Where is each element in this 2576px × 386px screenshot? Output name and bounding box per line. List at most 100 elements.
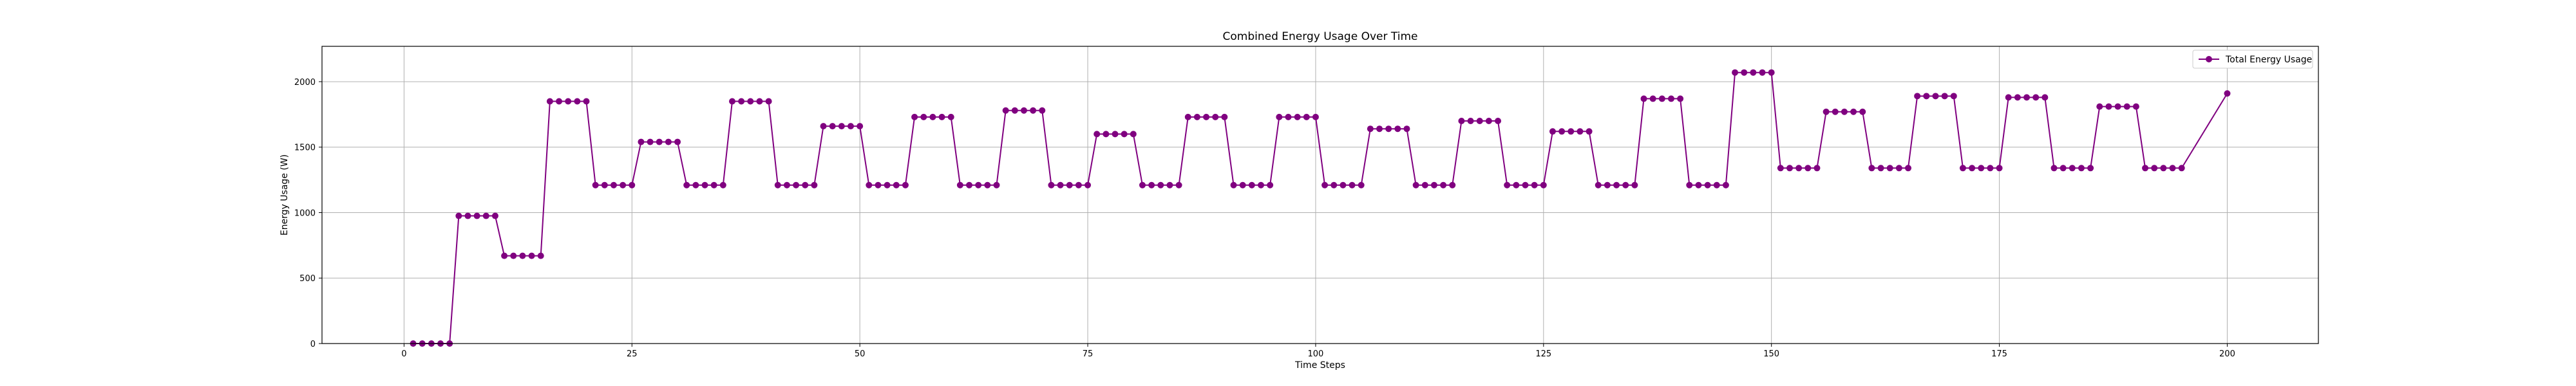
data-point	[2096, 103, 2103, 110]
data-point	[975, 181, 982, 188]
data-point	[857, 123, 864, 130]
data-point	[2114, 103, 2121, 110]
data-point	[1658, 95, 1665, 102]
data-point	[1686, 181, 1693, 188]
data-point	[1440, 181, 1447, 188]
data-point	[920, 113, 927, 120]
data-point	[1412, 181, 1419, 188]
data-point	[1421, 181, 1428, 188]
data-point	[1732, 69, 1739, 76]
data-point	[911, 113, 918, 120]
data-point	[1987, 165, 1994, 172]
data-point	[1941, 93, 1948, 100]
data-point	[1759, 69, 1766, 76]
data-point	[1084, 181, 1092, 188]
data-point	[1786, 165, 1793, 172]
data-point	[1722, 181, 1729, 188]
data-point	[1103, 131, 1110, 138]
data-point	[1276, 113, 1283, 120]
data-point	[1567, 128, 1575, 135]
series-line-total-energy-usage	[413, 71, 2228, 344]
data-point	[1549, 128, 1556, 135]
data-point	[1212, 113, 1219, 120]
data-point	[1959, 165, 1966, 172]
data-point	[738, 98, 745, 105]
y-tick-label: 1000	[294, 208, 316, 218]
x-tick-label: 100	[1308, 349, 1324, 359]
data-point	[2078, 165, 2085, 172]
data-point	[774, 181, 781, 188]
data-point	[1932, 93, 1939, 100]
data-point	[884, 181, 891, 188]
data-point	[728, 98, 735, 105]
data-point	[1193, 113, 1200, 120]
x-axis: 0 25 50 75 100 125 150 175 200	[401, 344, 2235, 359]
data-point	[1221, 113, 1228, 120]
data-point	[592, 181, 599, 188]
data-point	[1011, 107, 1018, 114]
data-point	[1595, 181, 1602, 188]
data-point	[482, 212, 489, 219]
data-point	[1905, 165, 1912, 172]
data-point	[811, 181, 818, 188]
data-point	[1741, 69, 1748, 76]
data-point	[1777, 165, 1784, 172]
data-point	[1531, 181, 1538, 188]
data-point	[1886, 165, 1893, 172]
data-point	[519, 252, 526, 259]
data-point	[1139, 181, 1146, 188]
data-point	[838, 123, 845, 130]
data-point	[1877, 165, 1884, 172]
data-point	[993, 181, 1000, 188]
data-point	[875, 181, 882, 188]
data-point	[1832, 108, 1839, 115]
data-point	[710, 181, 717, 188]
data-point	[2041, 94, 2049, 101]
data-point	[491, 212, 498, 219]
data-point	[2169, 165, 2176, 172]
data-point	[829, 123, 836, 130]
data-point	[1075, 181, 1082, 188]
grid-lines	[322, 46, 2318, 344]
data-point	[793, 181, 800, 188]
data-point	[1713, 181, 1720, 188]
data-point	[1604, 181, 1611, 188]
data-point	[1613, 181, 1620, 188]
data-point	[1175, 181, 1182, 188]
data-point	[1667, 95, 1674, 102]
data-point	[1622, 181, 1629, 188]
data-point	[1340, 181, 1347, 188]
data-point	[893, 181, 900, 188]
data-point	[1230, 181, 1237, 188]
data-point	[1996, 165, 2003, 172]
data-point	[1540, 181, 1547, 188]
data-point	[1823, 108, 1830, 115]
data-point	[756, 98, 763, 105]
data-point	[464, 212, 471, 219]
y-tick-label: 0	[310, 340, 316, 349]
x-tick-label: 50	[855, 349, 866, 359]
data-point	[2069, 165, 2076, 172]
data-point	[2123, 103, 2130, 110]
data-point	[1057, 181, 1064, 188]
legend-marker-swatch	[2206, 56, 2212, 62]
data-point	[1704, 181, 1711, 188]
data-point	[866, 181, 873, 188]
data-point	[1677, 95, 1684, 102]
series-layer	[410, 69, 2231, 347]
data-point	[984, 181, 991, 188]
data-point	[1130, 131, 1137, 138]
data-point	[1750, 69, 1757, 76]
y-axis-label: Energy Usage (W)	[279, 154, 290, 235]
data-point	[1649, 95, 1656, 102]
data-point	[1184, 113, 1191, 120]
data-point	[1020, 107, 1027, 114]
data-point	[1312, 113, 1319, 120]
data-point	[546, 98, 553, 105]
data-point	[1349, 181, 1356, 188]
data-point	[947, 113, 954, 120]
data-point	[1695, 181, 1702, 188]
data-point	[2178, 165, 2185, 172]
data-point	[2224, 90, 2231, 97]
